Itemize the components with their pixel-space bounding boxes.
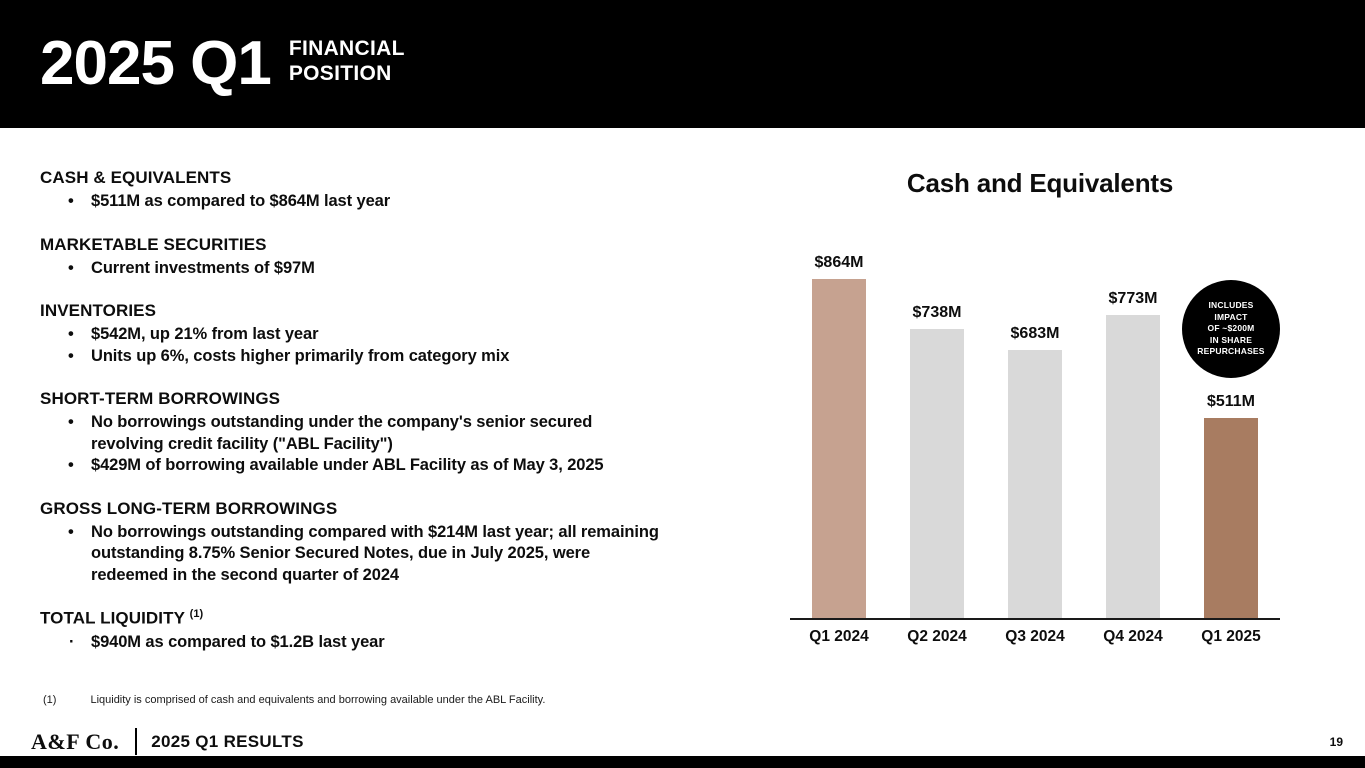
bullet-item: No borrowings outstanding under the comp… xyxy=(40,412,735,455)
bar-value-label: $511M xyxy=(1206,393,1256,410)
bar-group-q1-2024: $864M xyxy=(790,254,888,618)
section-heading: INVENTORIES xyxy=(40,301,157,320)
section-heading: TOTAL LIQUIDITY (1) xyxy=(40,608,740,629)
bullet-item: $511M as compared to $864M last year xyxy=(40,191,735,213)
bar-q1-2024 xyxy=(812,279,866,618)
footer-label: 2025 Q1 RESULTS xyxy=(151,731,304,751)
bar-q3-2024 xyxy=(1008,350,1062,618)
page-number: 19 xyxy=(1329,735,1343,749)
slide-subtitle: FINANCIAL POSITION xyxy=(289,37,405,91)
text-content: CASH & EQUIVALENTS $511M as compared to … xyxy=(40,168,740,675)
bullet-item: Current investments of $97M xyxy=(40,258,735,280)
x-axis-labels: Q1 2024 Q2 2024 Q3 2024 Q4 2024 Q1 2025 xyxy=(790,628,1280,646)
bottom-bar xyxy=(0,756,1365,768)
section-short-term-borrowings: SHORT-TERM BORROWINGS No borrowings outs… xyxy=(40,389,740,477)
section-inventories: INVENTORIES $542M, up 21% from last year… xyxy=(40,301,740,367)
bar-group-q2-2024: $738M xyxy=(888,304,986,618)
bullet-list: $542M, up 21% from last year Units up 6%… xyxy=(40,324,740,367)
bullet-list: $940M as compared to $1.2B last year xyxy=(40,632,740,654)
footnote-marker: (1) xyxy=(43,694,57,706)
slide-title: 2025 Q1 xyxy=(40,29,272,98)
header-bar: 2025 Q1 FINANCIAL POSITION xyxy=(0,0,1365,128)
x-axis-label: Q2 2024 xyxy=(907,628,967,645)
section-heading: CASH & EQUIVALENTS xyxy=(40,168,232,187)
bullet-list: Current investments of $97M xyxy=(40,258,740,280)
chart-title: Cash and Equivalents xyxy=(906,168,1174,198)
badge-line: IN SHARE xyxy=(1209,334,1253,345)
section-marketable-securities: MARKETABLE SECURITIES Current investment… xyxy=(40,235,740,280)
section-gross-long-term-borrowings: GROSS LONG-TERM BORROWINGS No borrowings… xyxy=(40,499,740,587)
share-repurchases-badge: INCLUDES IMPACT OF ~$200M IN SHARE REPUR… xyxy=(1182,280,1280,378)
section-heading: MARKETABLE SECURITIES xyxy=(40,234,267,254)
bullet-list: No borrowings outstanding under the comp… xyxy=(40,412,740,477)
bullet-item: Units up 6%, costs higher primarily from… xyxy=(40,346,735,368)
company-logo: A&F Co. xyxy=(31,728,120,754)
bar-group-q1-2025: $511M xyxy=(1182,393,1280,618)
bar-value-label: $864M xyxy=(814,254,864,271)
badge-line: INCLUDES xyxy=(1208,300,1254,311)
bullet-list: No borrowings outstanding compared with … xyxy=(40,522,740,587)
section-total-liquidity: TOTAL LIQUIDITY (1) $940M as compared to… xyxy=(40,608,740,653)
bar-q1-2025 xyxy=(1204,418,1258,618)
chart-plot-area: $864M $738M $683M $773M $511M INCLUDES xyxy=(790,254,1280,620)
x-axis-label: Q1 2024 xyxy=(809,628,869,645)
slide-subtitle-line2: POSITION xyxy=(288,62,392,85)
footer: A&F Co. 2025 Q1 RESULTS xyxy=(31,728,304,755)
bar-group-q3-2024: $683M xyxy=(986,325,1084,618)
bullet-item: $940M as compared to $1.2B last year xyxy=(40,632,735,654)
badge-line: REPURCHASES xyxy=(1197,346,1265,357)
chart-panel: Cash and Equivalents $864M $738M $683M $… xyxy=(770,160,1310,680)
section-cash-equivalents: CASH & EQUIVALENTS $511M as compared to … xyxy=(40,168,740,213)
bullet-item: $542M, up 21% from last year xyxy=(40,324,735,346)
x-axis-label: Q1 2025 xyxy=(1201,628,1261,645)
x-axis-label: Q3 2024 xyxy=(1005,628,1065,645)
section-heading: GROSS LONG-TERM BORROWINGS xyxy=(40,498,338,518)
badge-line: OF ~$200M xyxy=(1207,323,1255,334)
slide-subtitle-line1: FINANCIAL xyxy=(288,37,405,61)
footer-divider xyxy=(135,728,138,755)
footnote: (1) Liquidity is comprised of cash and e… xyxy=(43,694,545,706)
section-heading: SHORT-TERM BORROWINGS xyxy=(40,389,281,408)
footnote-reference: (1) xyxy=(189,608,204,620)
bar-q4-2024 xyxy=(1106,315,1160,618)
bullet-list: $511M as compared to $864M last year xyxy=(40,191,740,213)
bullet-item: $429M of borrowing available under ABL F… xyxy=(40,455,735,477)
section-heading-text: TOTAL LIQUIDITY xyxy=(40,608,185,628)
footnote-text: Liquidity is comprised of cash and equiv… xyxy=(90,694,546,706)
bar-q2-2024 xyxy=(910,329,964,618)
x-axis-label: Q4 2024 xyxy=(1103,628,1163,645)
bar-value-label: $738M xyxy=(912,304,962,321)
bar-value-label: $683M xyxy=(1010,325,1060,342)
bullet-item: No borrowings outstanding compared with … xyxy=(40,522,735,587)
bar-value-label: $773M xyxy=(1108,290,1158,307)
badge-line: IMPACT xyxy=(1214,311,1248,322)
bar-group-q4-2024: $773M xyxy=(1084,290,1182,618)
